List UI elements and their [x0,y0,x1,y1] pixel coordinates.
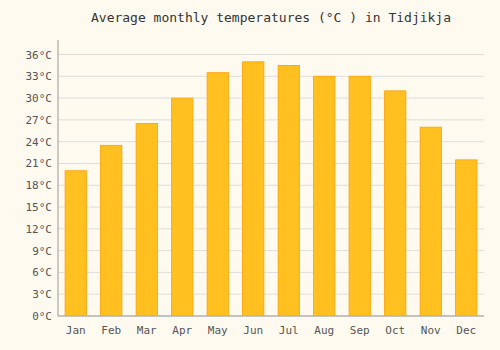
grid-line [58,98,484,99]
y-tick-label: 3°C [32,288,52,301]
background [0,0,500,350]
bar [314,76,335,316]
y-tick-label: 18°C [26,179,53,192]
x-tick-label: Feb [101,324,121,337]
bar [136,124,157,316]
x-tick-label: Dec [456,324,476,337]
bar [172,98,193,316]
y-tick-label: 12°C [26,223,53,236]
y-tick-label: 0°C [32,310,52,323]
y-tick-label: 9°C [32,245,52,258]
bar [278,65,299,316]
bar [349,76,370,316]
y-tick-label: 15°C [26,201,53,214]
bar [65,171,86,316]
bar [456,160,477,316]
bar [420,127,441,316]
grid-line [58,119,484,120]
y-tick-label: 27°C [26,114,53,127]
y-tick-label: 36°C [26,49,53,62]
x-tick-label: Oct [385,324,405,337]
y-tick-label: 21°C [26,157,53,170]
grid-line [58,54,484,55]
title: Average monthly temperatures (°C ) in Ti… [91,10,451,25]
bar [101,145,122,316]
x-tick-label: Jul [279,324,299,337]
y-tick-label: 6°C [32,266,52,279]
x-tick-label: Jan [66,324,86,337]
chart: Average monthly temperatures (°C ) in Ti… [0,0,500,350]
bar [385,91,406,316]
grid-line [58,76,484,77]
bar [207,73,228,316]
x-tick-label: Jun [243,324,263,337]
y-tick-label: 24°C [26,136,53,149]
bars [65,62,477,316]
bar [243,62,264,316]
x-tick-label: Mar [137,324,157,337]
y-tick-label: 30°C [26,92,53,105]
x-tick-label: Sep [350,324,370,337]
x-tick-label: Aug [314,324,334,337]
x-tick-label: Nov [421,324,441,337]
x-tick-label: May [208,324,228,337]
y-axis-line [58,40,59,316]
y-tick-label: 33°C [26,70,53,83]
x-tick-label: Apr [172,324,192,337]
grid [58,55,484,316]
